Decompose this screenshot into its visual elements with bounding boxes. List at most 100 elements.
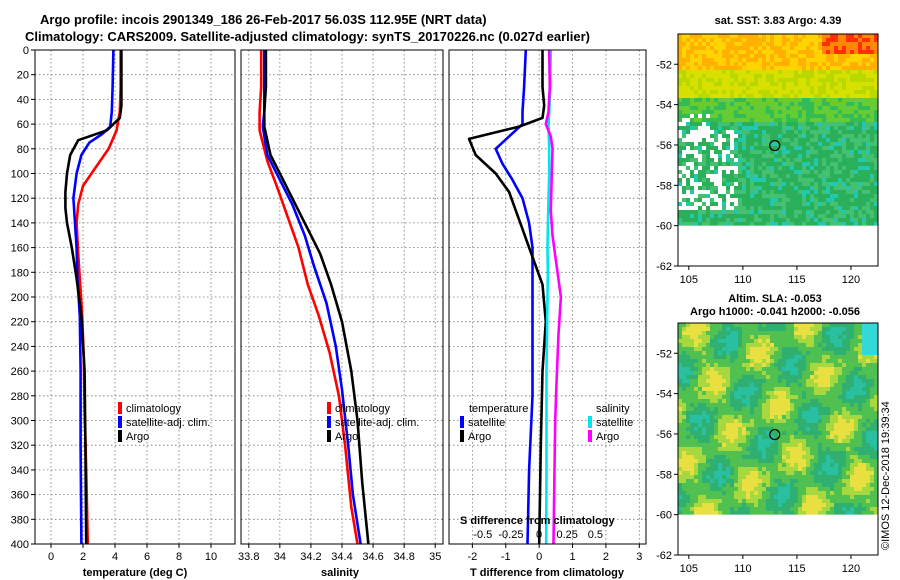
heatmap-cell — [730, 403, 734, 407]
heatmap-cell — [870, 435, 874, 439]
heatmap-cell — [834, 395, 838, 399]
heatmap-cell — [754, 355, 758, 359]
heatmap-cell — [822, 363, 826, 367]
heatmap-cell — [750, 190, 754, 194]
heatmap-cell — [862, 182, 866, 186]
heatmap-cell — [746, 371, 750, 375]
heatmap-cell — [682, 178, 686, 182]
heatmap-cell — [682, 363, 686, 367]
heatmap-cell — [874, 463, 878, 467]
heatmap-cell — [750, 182, 754, 186]
heatmap-cell — [710, 170, 714, 174]
heatmap-cell — [698, 94, 702, 98]
heatmap-cell — [710, 327, 714, 331]
heatmap-cell — [706, 50, 710, 54]
heatmap-cell — [742, 202, 746, 206]
heatmap-cell — [802, 359, 806, 363]
heatmap-cell — [678, 38, 682, 42]
heatmap-cell — [842, 198, 846, 202]
heatmap-cell — [770, 467, 774, 471]
heatmap-cell — [834, 331, 838, 335]
heatmap-cell — [726, 130, 730, 134]
heatmap-cell — [798, 110, 802, 114]
heatmap-cell — [814, 142, 818, 146]
heatmap-cell — [702, 122, 706, 126]
heatmap-cell — [846, 158, 850, 162]
heatmap-cell — [738, 194, 742, 198]
heatmap-cell — [698, 347, 702, 351]
heatmap-cell — [766, 415, 770, 419]
heatmap-cell — [866, 126, 870, 130]
heatmap-cell — [746, 359, 750, 363]
heatmap-cell — [742, 166, 746, 170]
heatmap-cell — [854, 451, 858, 455]
heatmap-cell — [726, 106, 730, 110]
heatmap-cell — [822, 415, 826, 419]
heatmap-cell — [710, 38, 714, 42]
heatmap-cell — [802, 367, 806, 371]
heatmap-cell — [830, 114, 834, 118]
heatmap-cell — [686, 427, 690, 431]
heatmap-cell — [722, 427, 726, 431]
heatmap-cell — [834, 451, 838, 455]
heatmap-cell — [706, 58, 710, 62]
heatmap-cell — [750, 146, 754, 150]
heatmap-cell — [698, 507, 702, 511]
heatmap-cell — [698, 363, 702, 367]
heatmap-cell — [814, 98, 818, 102]
heatmap-cell — [818, 150, 822, 154]
heatmap-cell — [758, 427, 762, 431]
heatmap-cell — [706, 403, 710, 407]
heatmap-cell — [794, 58, 798, 62]
heatmap-cell — [790, 34, 794, 38]
heatmap-cell — [802, 467, 806, 471]
heatmap-cell — [810, 411, 814, 415]
heatmap-cell — [842, 415, 846, 419]
heatmap-cell — [806, 443, 810, 447]
heatmap-cell — [738, 186, 742, 190]
heatmap-cell — [802, 459, 806, 463]
heatmap-cell — [682, 138, 686, 142]
heatmap-cell — [830, 427, 834, 431]
heatmap-cell — [834, 42, 838, 46]
heatmap-cell — [754, 206, 758, 210]
heatmap-cell — [778, 114, 782, 118]
heatmap-cell — [862, 499, 866, 503]
heatmap-cell — [742, 86, 746, 90]
heatmap-cell — [714, 495, 718, 499]
heatmap-cell — [766, 403, 770, 407]
heatmap-cell — [794, 126, 798, 130]
heatmap-cell — [854, 54, 858, 58]
heatmap-cell — [726, 178, 730, 182]
heatmap-cell — [854, 507, 858, 511]
heatmap-cell — [694, 427, 698, 431]
heatmap-cell — [722, 459, 726, 463]
heatmap-cell — [682, 38, 686, 42]
heatmap-cell — [678, 214, 682, 218]
heatmap-cell — [718, 138, 722, 142]
heatmap-cell — [774, 355, 778, 359]
heatmap-cell — [802, 122, 806, 126]
heatmap-cell — [826, 351, 830, 355]
heatmap-cell — [694, 511, 698, 515]
heatmap-cell — [734, 110, 738, 114]
heatmap-cell — [770, 190, 774, 194]
heatmap-cell — [742, 182, 746, 186]
heatmap-cell — [686, 182, 690, 186]
heatmap-cell — [850, 50, 854, 54]
heatmap-cell — [702, 158, 706, 162]
heatmap-cell — [834, 327, 838, 331]
heatmap-cell — [682, 158, 686, 162]
heatmap-cell — [762, 86, 766, 90]
heatmap-cell — [774, 475, 778, 479]
heatmap-cell — [682, 170, 686, 174]
heatmap-cell — [830, 62, 834, 66]
heatmap-cell — [834, 363, 838, 367]
heatmap-cell — [834, 335, 838, 339]
heatmap-cell — [742, 54, 746, 58]
heatmap-cell — [858, 463, 862, 467]
heatmap-cell — [710, 455, 714, 459]
heatmap-cell — [866, 46, 870, 50]
heatmap-cell — [682, 331, 686, 335]
heatmap-cell — [678, 475, 682, 479]
